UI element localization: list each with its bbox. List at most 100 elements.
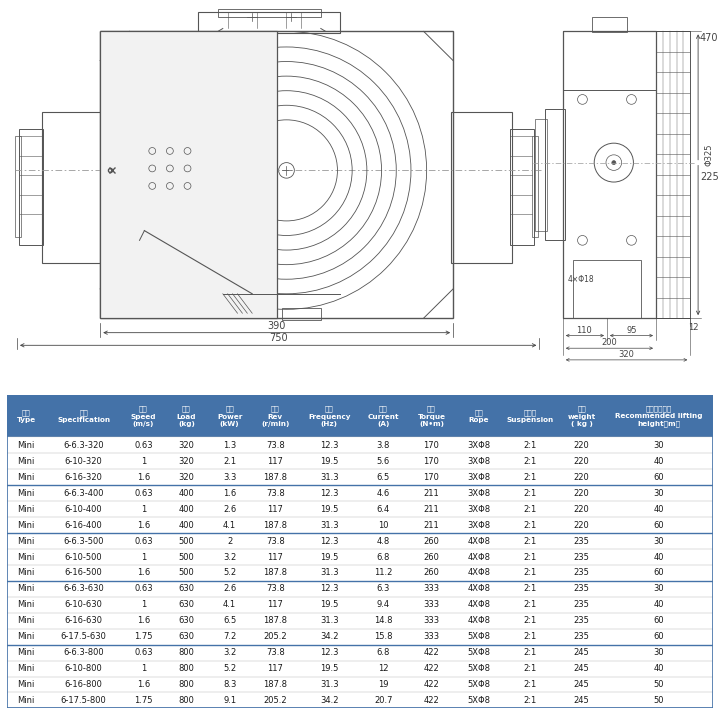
Text: 211: 211 <box>423 505 439 513</box>
Text: 2:1: 2:1 <box>523 585 537 593</box>
Text: 40: 40 <box>654 664 664 673</box>
Text: 245: 245 <box>574 648 590 657</box>
Text: 规格
Specification: 规格 Specification <box>57 409 110 423</box>
Text: 400: 400 <box>179 488 194 498</box>
Text: 3XΦ8: 3XΦ8 <box>467 457 490 466</box>
Text: 3XΦ8: 3XΦ8 <box>467 505 490 513</box>
Text: 15.8: 15.8 <box>374 632 392 642</box>
Text: 2:1: 2:1 <box>523 488 537 498</box>
Text: 630: 630 <box>179 632 194 642</box>
Text: 3XΦ8: 3XΦ8 <box>467 441 490 450</box>
Text: 2:1: 2:1 <box>523 600 537 609</box>
Text: 187.8: 187.8 <box>264 680 287 689</box>
Text: 73.8: 73.8 <box>266 648 284 657</box>
Text: 6-6.3-500: 6-6.3-500 <box>63 537 104 545</box>
Text: 转矩
Torque
(N•m): 转矩 Torque (N•m) <box>418 406 446 427</box>
Text: 170: 170 <box>423 473 439 482</box>
Text: 2:1: 2:1 <box>523 457 537 466</box>
Text: 12.3: 12.3 <box>320 537 338 545</box>
Text: 630: 630 <box>179 585 194 593</box>
Text: 117: 117 <box>267 505 283 513</box>
Text: 1: 1 <box>140 553 146 562</box>
Text: 10: 10 <box>378 520 389 530</box>
Text: 1.6: 1.6 <box>137 473 150 482</box>
Text: 2:1: 2:1 <box>523 632 537 642</box>
Text: 2:1: 2:1 <box>523 520 537 530</box>
Text: 2:1: 2:1 <box>523 664 537 673</box>
Text: 220: 220 <box>574 441 590 450</box>
Text: 2:1: 2:1 <box>523 696 537 705</box>
Text: 2:1: 2:1 <box>523 553 537 562</box>
Text: 6-6.3-630: 6-6.3-630 <box>63 585 104 593</box>
Text: 1.75: 1.75 <box>134 696 153 705</box>
Text: Φ325: Φ325 <box>705 144 714 166</box>
Bar <box>510 129 534 245</box>
Bar <box>545 109 564 241</box>
Text: 3XΦ8: 3XΦ8 <box>467 488 490 498</box>
Text: 6-16-800: 6-16-800 <box>65 680 102 689</box>
Text: 0.63: 0.63 <box>134 585 153 593</box>
Text: 2:1: 2:1 <box>523 537 537 545</box>
Text: 19.5: 19.5 <box>320 553 338 562</box>
Text: 频率
Frequency
(Hz): 频率 Frequency (Hz) <box>308 406 351 427</box>
Text: 6-10-400: 6-10-400 <box>65 505 102 513</box>
Text: 260: 260 <box>423 568 439 577</box>
Text: 6-10-630: 6-10-630 <box>65 600 102 609</box>
Text: Mini: Mini <box>17 680 35 689</box>
Text: 235: 235 <box>574 600 590 609</box>
Text: 功率
Power
(kW): 功率 Power (kW) <box>217 406 243 427</box>
Text: 73.8: 73.8 <box>266 585 284 593</box>
Text: 0.63: 0.63 <box>134 488 153 498</box>
Bar <box>198 12 341 33</box>
Text: Mini: Mini <box>17 488 35 498</box>
Text: 220: 220 <box>574 520 590 530</box>
Text: 235: 235 <box>574 537 590 545</box>
Text: 4XΦ8: 4XΦ8 <box>467 617 490 625</box>
Text: 117: 117 <box>267 553 283 562</box>
Text: 12: 12 <box>688 323 698 332</box>
Text: 3.8: 3.8 <box>377 441 390 450</box>
Text: 40: 40 <box>654 457 664 466</box>
Text: 4.6: 4.6 <box>377 488 390 498</box>
Text: 60: 60 <box>654 568 664 577</box>
Text: 4XΦ8: 4XΦ8 <box>467 585 490 593</box>
Text: 750: 750 <box>269 333 288 343</box>
Text: 220: 220 <box>574 505 590 513</box>
Text: Mini: Mini <box>17 537 35 545</box>
Text: 800: 800 <box>179 664 194 673</box>
Text: 6-6.3-400: 6-6.3-400 <box>63 488 104 498</box>
Text: 110: 110 <box>577 325 593 335</box>
Bar <box>451 112 512 263</box>
Text: 型号
Type: 型号 Type <box>17 409 36 423</box>
Text: 19: 19 <box>378 680 389 689</box>
Text: 14.8: 14.8 <box>374 617 392 625</box>
Text: 6-16-400: 6-16-400 <box>65 520 102 530</box>
Text: 31.3: 31.3 <box>320 568 338 577</box>
Text: 7.2: 7.2 <box>223 632 236 642</box>
Text: 500: 500 <box>179 537 194 545</box>
Text: 2:1: 2:1 <box>523 473 537 482</box>
Text: 4.1: 4.1 <box>223 520 236 530</box>
Text: Mini: Mini <box>17 648 35 657</box>
Text: 235: 235 <box>574 568 590 577</box>
Text: 绳抢
Rope: 绳抢 Rope <box>469 409 489 423</box>
Text: 390: 390 <box>268 320 286 331</box>
Text: 4XΦ8: 4XΦ8 <box>467 553 490 562</box>
Text: 2.6: 2.6 <box>223 505 236 513</box>
Text: 187.8: 187.8 <box>264 520 287 530</box>
Text: 170: 170 <box>423 457 439 466</box>
Text: 曳引比
Suspension: 曳引比 Suspension <box>507 409 554 423</box>
Text: 2.1: 2.1 <box>223 457 236 466</box>
Text: 1.75: 1.75 <box>134 632 153 642</box>
Text: 400: 400 <box>179 520 194 530</box>
Text: 6-10-320: 6-10-320 <box>65 457 102 466</box>
Text: 117: 117 <box>267 600 283 609</box>
Text: 3.3: 3.3 <box>223 473 236 482</box>
Bar <box>572 260 642 318</box>
Text: 187.8: 187.8 <box>264 473 287 482</box>
Text: 6-16-630: 6-16-630 <box>65 617 102 625</box>
Text: 40: 40 <box>654 600 664 609</box>
Bar <box>533 137 539 237</box>
Text: 4XΦ8: 4XΦ8 <box>467 568 490 577</box>
Text: 333: 333 <box>423 632 439 642</box>
